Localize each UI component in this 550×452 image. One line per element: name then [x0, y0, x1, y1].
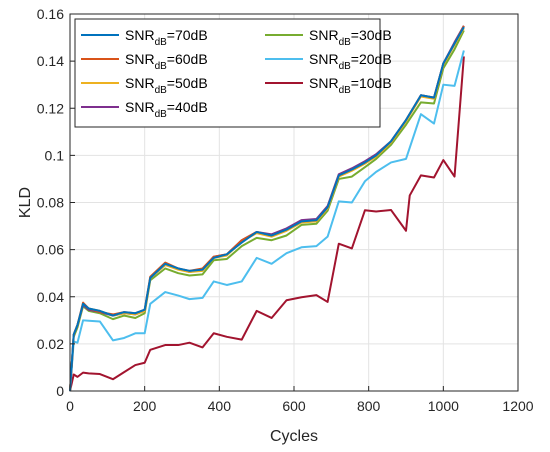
y-tick-label: 0.02 [37, 336, 64, 352]
legend-subscript: dB [339, 61, 352, 72]
series-line-10dB [69, 56, 465, 392]
legend-prefix: SNR [125, 51, 155, 67]
legend-prefix: SNR [309, 51, 339, 67]
legend-entry: SNRdB=60dB [125, 51, 208, 72]
x-tick-label: 0 [66, 398, 74, 414]
x-tick-label: 800 [357, 398, 381, 414]
legend-value: =70dB [167, 27, 208, 43]
axis-ticks: 0 200 400 600 800 1000 1200 0 0.02 0.04 0.06 0.08 0.… [37, 6, 534, 414]
y-tick-label: 0 [56, 383, 64, 399]
x-tick-label: 400 [208, 398, 232, 414]
legend-subscript: dB [155, 85, 168, 96]
series-line-70dB [69, 26, 465, 392]
y-tick-label: 0.06 [37, 242, 64, 258]
legend-entry: SNRdB=40dB [125, 99, 208, 120]
y-tick-label: 0.14 [37, 53, 64, 69]
legend-prefix: SNR [125, 27, 155, 43]
legend-value: =20dB [351, 51, 392, 67]
x-axis-label: Cycles [270, 428, 318, 445]
y-tick-label: 0.04 [37, 289, 64, 305]
legend-box [74, 18, 381, 128]
legend-entry: SNRdB=70dB [125, 27, 208, 48]
x-tick-label: 1000 [428, 398, 459, 414]
x-tick-label: 600 [282, 398, 306, 414]
legend-subscript: dB [155, 61, 168, 72]
y-tick-label: 0.1 [45, 147, 65, 163]
legend-prefix: SNR [125, 99, 155, 115]
legend-subscript: dB [155, 37, 168, 48]
legend-entry: SNRdB=10dB [309, 75, 392, 96]
legend-value: =60dB [167, 51, 208, 67]
x-tick-label: 1200 [502, 398, 533, 414]
legend-prefix: SNR [309, 75, 339, 91]
legend-value: =40dB [167, 99, 208, 115]
series-lines [69, 25, 465, 392]
legend-subscript: dB [155, 109, 168, 120]
legend-value: =30dB [351, 27, 392, 43]
series-line-30dB [69, 30, 465, 392]
legend-value: =50dB [167, 75, 208, 91]
legend-entry: SNRdB=50dB [125, 75, 208, 96]
x-tick-label: 200 [133, 398, 157, 414]
legend-prefix: SNR [309, 27, 339, 43]
legend-value: =10dB [351, 75, 392, 91]
legend-subscript: dB [339, 85, 352, 96]
series-line-20dB [69, 50, 465, 392]
legend-entry: SNRdB=20dB [309, 51, 392, 72]
legend-entry: SNRdB=30dB [309, 27, 392, 48]
y-tick-label: 0.12 [37, 100, 64, 116]
y-tick-label: 0.16 [37, 6, 64, 22]
legend-subscript: dB [339, 37, 352, 48]
legend-prefix: SNR [125, 75, 155, 91]
y-tick-label: 0.08 [37, 195, 64, 211]
y-axis-label: KLD [17, 187, 34, 218]
